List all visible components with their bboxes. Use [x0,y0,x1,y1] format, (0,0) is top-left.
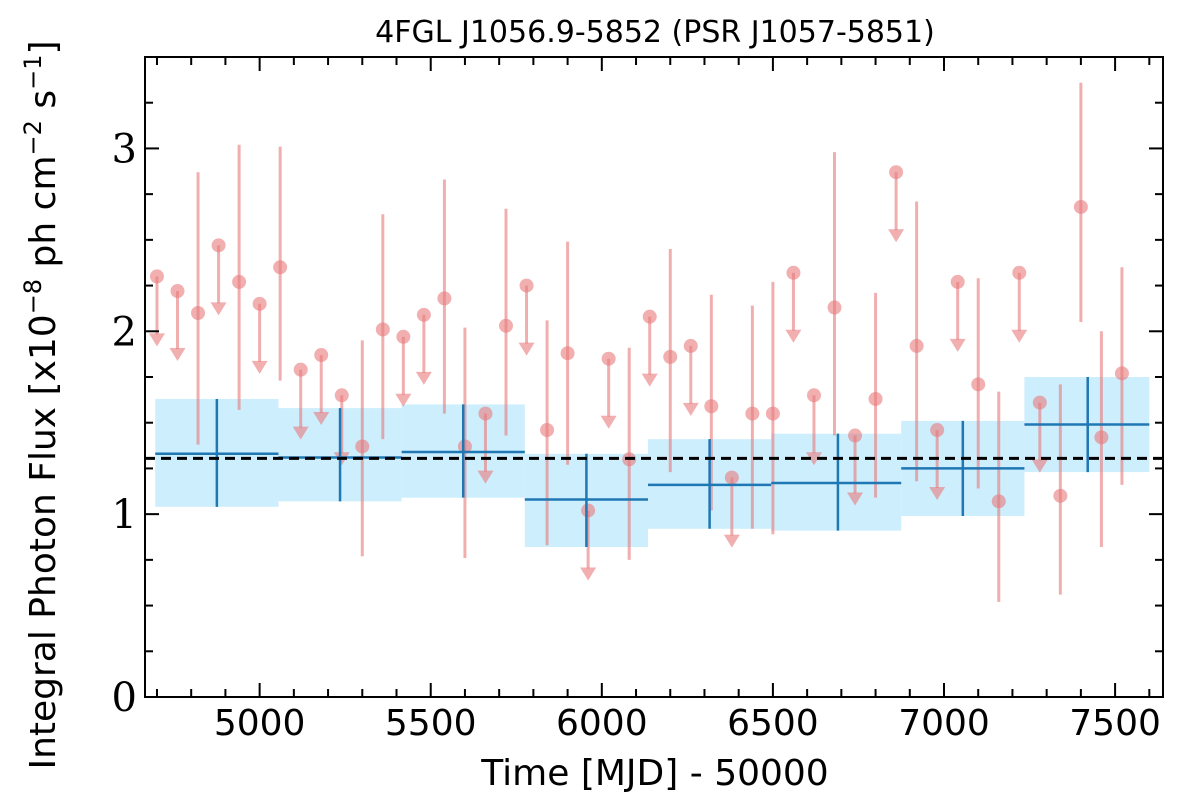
flux-point [334,388,349,403]
upper-limit-arrow [518,342,535,356]
upper-limit-arrow [395,393,412,407]
upper-limit-arrow [251,360,268,374]
flux-point [786,265,801,280]
tick-labels: 5000 5500 6000 6500 7000 7500 0 1 2 3 [112,126,1161,744]
y-axis-label-exp: −8 [19,279,47,314]
flux-point [601,351,616,366]
upper-limit-arrow [949,338,966,352]
flux-point [211,238,226,253]
flux-point [396,329,411,344]
flux-point [437,291,452,306]
x-tick-label: 5500 [385,703,477,744]
flux-point [950,274,965,289]
y-tick-label: 2 [112,309,137,355]
y-axis-label: Integral Photon Flux [x10−8 ph cm−2 s−1] [19,40,64,769]
y-axis-label-exp: −1 [19,55,47,90]
upper-limit-arrow [580,567,597,581]
flux-point [375,322,390,337]
y-tick-label: 3 [112,126,137,172]
upper-limit-arrow [415,371,432,385]
flux-point [806,388,821,403]
flux-point [293,362,308,377]
flux-point [1073,199,1088,214]
flux-point [314,348,329,363]
upper-limit-arrow [641,373,658,387]
flux-point [1053,488,1068,503]
flux-point [642,309,657,324]
upper-limit-arrow [477,470,494,484]
y-axis-label-part: ] [23,40,64,54]
upper-limit-arrow [682,402,699,416]
flux-point [581,503,596,518]
short-bin-points [148,82,1129,602]
flux-point [1032,395,1047,410]
x-axis-label: Time [MJD] - 50000 [480,753,828,794]
x-tick-label: 7500 [1069,703,1161,744]
flux-point [170,284,185,299]
upper-limit-arrow [785,329,802,343]
y-axis-label-part: s [23,90,64,120]
flux-point [827,300,842,315]
upper-limit-arrow [169,348,186,362]
flux-point [663,349,678,364]
flux-point [232,274,247,289]
y-tick-label: 0 [112,675,137,721]
x-tick-label: 6500 [727,703,819,744]
flux-point [355,439,370,454]
y-axis-label-part: Integral Photon Flux [x10 [23,314,64,769]
upper-limit-arrow [292,426,309,440]
flux-point [868,391,883,406]
flux-point [889,165,904,180]
flux-point [909,338,924,353]
flux-point [149,269,164,284]
upper-limit-arrow [313,412,330,426]
y-axis-label-exp: −2 [19,120,47,155]
flux-point [191,306,206,320]
upper-limit-arrow [600,415,617,429]
flux-point [560,346,575,361]
flux-point [971,377,986,392]
flux-point [1114,366,1129,381]
upper-limit-arrow [210,302,227,316]
plot-frame [144,56,1164,698]
flux-point [765,406,780,421]
upper-limit-arrow [148,333,165,347]
flux-point [991,494,1006,509]
flux-point [745,406,760,421]
flux-point [683,338,698,353]
flux-point [252,296,267,311]
flux-point [499,318,514,333]
x-tick-label: 7000 [898,703,990,744]
flux-point [478,406,493,421]
flux-point [1094,430,1109,445]
upper-limit-arrow [1031,459,1048,473]
flux-point [724,470,739,485]
upper-limit-arrow [847,492,864,506]
upper-limit-arrow [888,229,905,243]
upper-limit-arrow [1011,329,1028,343]
flux-point [416,307,431,322]
y-axis-label-part: ph cm [23,155,64,278]
long-bin-crosses [155,377,1150,548]
flux-point [540,423,555,438]
x-tick-label: 6000 [556,703,648,744]
y-tick-label: 1 [112,492,137,538]
upper-limit-arrow [805,452,822,466]
flux-point [704,399,719,414]
flux-point [519,278,534,293]
chart-title: 4FGL J1056.9-5852 (PSR J1057-5851) [375,15,935,50]
upper-limit-arrow [929,487,946,501]
x-tick-label: 5000 [214,703,306,744]
flux-point [1012,265,1027,280]
flux-point [930,423,945,438]
upper-limit-arrow [723,534,740,548]
flux-point [457,439,472,454]
flux-point [273,260,288,275]
flux-point [848,428,863,443]
